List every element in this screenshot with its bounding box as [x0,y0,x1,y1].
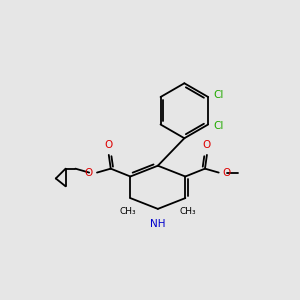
Text: CH₃: CH₃ [119,207,136,216]
Text: O: O [85,168,93,178]
Text: Cl: Cl [213,122,224,131]
Text: NH: NH [150,219,166,229]
Text: O: O [105,140,113,150]
Text: CH₃: CH₃ [180,207,196,216]
Text: O: O [203,140,211,150]
Text: Cl: Cl [213,90,224,100]
Text: O: O [223,168,231,178]
